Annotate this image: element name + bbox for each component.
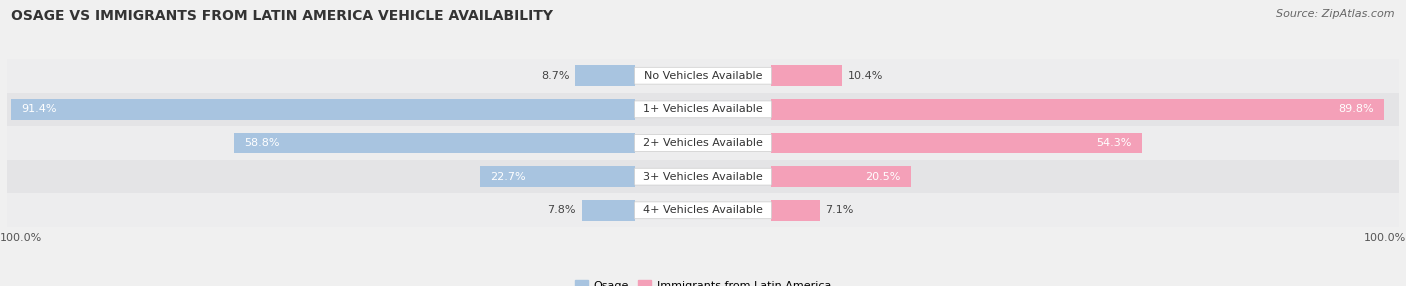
Text: No Vehicles Available: No Vehicles Available [644, 71, 762, 81]
Bar [772, 99, 1384, 120]
Text: 7.8%: 7.8% [547, 205, 576, 215]
Text: 8.7%: 8.7% [541, 71, 569, 81]
Bar [233, 133, 634, 153]
Text: 2+ Vehicles Available: 2+ Vehicles Available [643, 138, 763, 148]
Text: OSAGE VS IMMIGRANTS FROM LATIN AMERICA VEHICLE AVAILABILITY: OSAGE VS IMMIGRANTS FROM LATIN AMERICA V… [11, 9, 553, 23]
Text: 10.4%: 10.4% [848, 71, 883, 81]
Text: 7.1%: 7.1% [825, 205, 853, 215]
FancyBboxPatch shape [634, 202, 772, 219]
FancyBboxPatch shape [634, 67, 772, 84]
Bar [772, 200, 820, 221]
Text: 58.8%: 58.8% [243, 138, 280, 148]
FancyBboxPatch shape [634, 168, 772, 185]
FancyBboxPatch shape [634, 135, 772, 151]
Bar [0, 59, 1406, 93]
Bar [0, 193, 1406, 227]
Bar [575, 65, 634, 86]
Text: 4+ Vehicles Available: 4+ Vehicles Available [643, 205, 763, 215]
Bar [0, 126, 1406, 160]
Text: Source: ZipAtlas.com: Source: ZipAtlas.com [1277, 9, 1395, 19]
Bar [0, 160, 1406, 193]
Bar [772, 65, 842, 86]
Bar [11, 99, 634, 120]
Bar [772, 166, 911, 187]
FancyBboxPatch shape [634, 101, 772, 118]
Text: 20.5%: 20.5% [866, 172, 901, 182]
Text: 22.7%: 22.7% [491, 172, 526, 182]
Text: 91.4%: 91.4% [21, 104, 56, 114]
Bar [582, 200, 634, 221]
Bar [0, 93, 1406, 126]
Text: 3+ Vehicles Available: 3+ Vehicles Available [643, 172, 763, 182]
Bar [772, 133, 1142, 153]
Text: 1+ Vehicles Available: 1+ Vehicles Available [643, 104, 763, 114]
Bar [479, 166, 634, 187]
Legend: Osage, Immigrants from Latin America: Osage, Immigrants from Latin America [571, 276, 835, 286]
Text: 89.8%: 89.8% [1339, 104, 1374, 114]
Text: 54.3%: 54.3% [1097, 138, 1132, 148]
